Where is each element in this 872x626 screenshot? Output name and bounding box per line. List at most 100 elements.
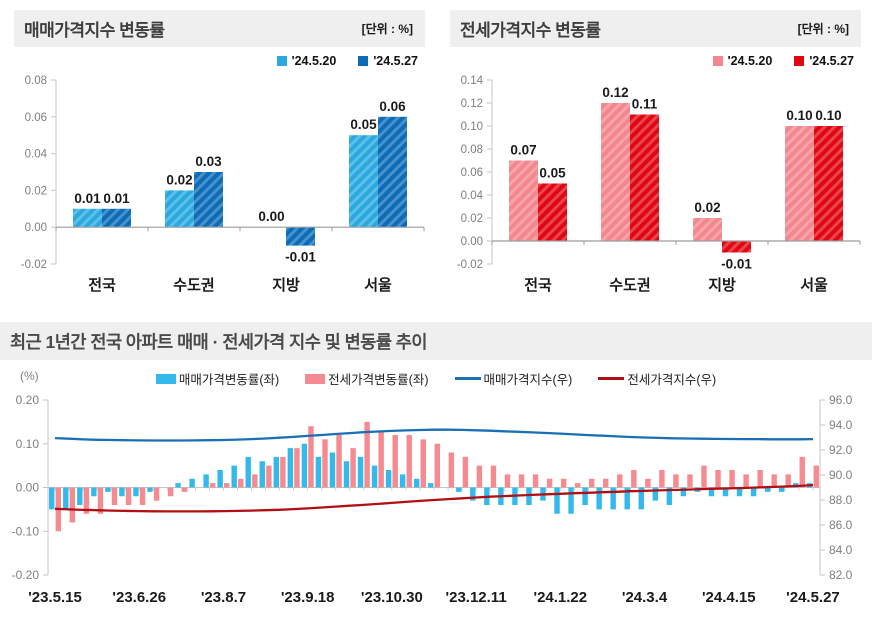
svg-text:0.01: 0.01 — [103, 191, 130, 206]
svg-text:88.0: 88.0 — [829, 493, 853, 507]
top-charts-row: 매매가격지수 변동률 [단위 : %] '24.5.20 '24.5.27 — [0, 0, 872, 308]
svg-text:'24.3.4: '24.3.4 — [622, 589, 668, 606]
jeonse-chart-legend: '24.5.20 '24.5.27 — [436, 54, 854, 68]
trend-chart-legend: 매매가격변동률(좌) 전세가격변동률(좌) 매매가격지수(우) 전세가격지수(우… — [0, 360, 872, 388]
svg-text:86.0: 86.0 — [829, 518, 853, 532]
svg-text:지방: 지방 — [272, 276, 300, 294]
jeonse-change-bar-chart: 0.14 0.12 0.10 0.08 0.06 0.04 0.02 0.00 -0.02 0.0… — [457, 75, 861, 294]
sales-price-panel: 매매가격지수 변동률 [단위 : %] '24.5.20 '24.5.27 — [0, 0, 436, 308]
sales-chart-legend: '24.5.20 '24.5.27 — [0, 54, 418, 68]
legend-item-jeonse-0527: '24.5.27 — [794, 54, 854, 68]
svg-text:0.00: 0.00 — [461, 236, 483, 248]
svg-text:0.01: 0.01 — [74, 191, 101, 206]
legend-item-jeonse-change: 전세가격변동률(좌) — [305, 369, 429, 388]
legend-label: '24.5.20 — [291, 54, 337, 68]
trend-chart-meta: (%) 매매가격변동률(좌) 전세가격변동률(좌) 매매가격지수(우) 전세가격… — [0, 360, 872, 388]
svg-text:90.0: 90.0 — [829, 468, 853, 482]
svg-text:0.06: 0.06 — [461, 167, 483, 179]
trend-section-title: 최근 1년간 전국 아파트 매매 · 전세가격 지수 및 변동률 추이 — [10, 331, 427, 352]
svg-text:전국: 전국 — [524, 277, 552, 294]
svg-text:0.02: 0.02 — [25, 185, 47, 197]
trend-section-header: 최근 1년간 전국 아파트 매매 · 전세가격 지수 및 변동률 추이 — [0, 322, 872, 360]
legend-item-sales-index: 매매가격지수(우) — [454, 369, 573, 388]
svg-text:0.10: 0.10 — [815, 108, 841, 123]
legend-swatch-jeonse-line — [598, 377, 625, 380]
svg-text:92.0: 92.0 — [829, 443, 853, 457]
svg-text:0.06: 0.06 — [379, 99, 406, 114]
svg-text:0.02: 0.02 — [694, 200, 720, 215]
svg-text:'24.1.22: '24.1.22 — [534, 589, 588, 606]
svg-text:'23.8.7: '23.8.7 — [201, 589, 246, 606]
svg-text:0.04: 0.04 — [25, 149, 48, 161]
svg-text:0.03: 0.03 — [195, 154, 222, 169]
sales-panel-title: 매매가격지수 변동률 — [24, 21, 165, 40]
svg-text:'24.4.15: '24.4.15 — [702, 589, 756, 606]
svg-text:0.00: 0.00 — [258, 209, 284, 224]
svg-text:0.20: 0.20 — [16, 393, 40, 407]
jeonse-price-panel: 전세가격지수 변동률 [단위 : %] '24.5.20 '24.5.27 — [436, 0, 872, 308]
jeonse-panel-unit-label: [단위 : %] — [797, 22, 849, 36]
legend-label: 전세가격변동률(좌) — [328, 373, 429, 387]
svg-text:서울: 서울 — [364, 277, 392, 294]
legend-label: 전세가격지수(우) — [627, 373, 717, 387]
svg-text:96.0: 96.0 — [829, 393, 853, 407]
svg-text:0.08: 0.08 — [461, 144, 483, 156]
svg-text:84.0: 84.0 — [829, 543, 853, 557]
legend-swatch-lightblue — [276, 56, 287, 66]
legend-item-sales-0520: '24.5.20 — [276, 54, 337, 68]
svg-text:'23.12.11: '23.12.11 — [446, 589, 507, 606]
legend-label: 매매가격변동률(좌) — [178, 373, 280, 387]
svg-text:-0.02: -0.02 — [21, 259, 47, 271]
svg-text:0.05: 0.05 — [350, 117, 377, 132]
svg-text:-0.01: -0.01 — [285, 250, 316, 265]
trend-combo-chart: 0.20 0.10 0.00 -0.10 -0.20 96.0 94.0 92.0 90.0 88… — [12, 393, 853, 606]
svg-text:수도권: 수도권 — [173, 276, 214, 294]
svg-text:-0.02: -0.02 — [457, 259, 483, 271]
legend-swatch-pink — [712, 56, 723, 66]
svg-text:'23.9.18: '23.9.18 — [281, 589, 335, 606]
svg-text:0.10: 0.10 — [16, 437, 40, 451]
legend-swatch-sales-line — [454, 377, 481, 380]
svg-text:-0.20: -0.20 — [12, 568, 40, 582]
left-axis-unit-label: (%) — [20, 369, 39, 383]
svg-text:0.12: 0.12 — [602, 85, 628, 100]
svg-text:서울: 서울 — [800, 277, 828, 294]
legend-swatch-darkblue — [358, 56, 369, 66]
svg-text:'23.10.30: '23.10.30 — [361, 589, 423, 606]
svg-text:0.12: 0.12 — [461, 98, 483, 110]
svg-text:0.00: 0.00 — [16, 481, 40, 495]
svg-text:82.0: 82.0 — [829, 568, 853, 582]
jeonse-panel-header: 전세가격지수 변동률 [단위 : %] — [450, 10, 861, 47]
jeonse-panel-title: 전세가격지수 변동률 — [460, 21, 601, 40]
svg-text:0.10: 0.10 — [461, 121, 483, 133]
svg-text:0.11: 0.11 — [632, 97, 658, 112]
svg-text:0.07: 0.07 — [510, 143, 536, 158]
svg-text:'23.6.26: '23.6.26 — [112, 589, 166, 606]
legend-swatch-jeonse-bar — [305, 373, 326, 384]
svg-text:전국: 전국 — [88, 277, 116, 294]
legend-swatch-sales-bar — [155, 373, 176, 384]
svg-text:수도권: 수도권 — [609, 276, 650, 294]
svg-text:0.08: 0.08 — [25, 75, 47, 87]
svg-text:0.04: 0.04 — [461, 190, 484, 202]
svg-text:'23.5.15: '23.5.15 — [28, 589, 82, 606]
svg-text:0.00: 0.00 — [25, 222, 47, 234]
legend-item-sales-change: 매매가격변동률(좌) — [155, 369, 280, 388]
svg-text:0.05: 0.05 — [539, 166, 566, 181]
svg-text:지방: 지방 — [708, 276, 736, 294]
sales-panel-header: 매매가격지수 변동률 [단위 : %] — [14, 10, 425, 47]
svg-text:94.0: 94.0 — [829, 418, 853, 432]
legend-label: 매매가격지수(우) — [483, 373, 573, 387]
legend-item-sales-0527: '24.5.27 — [358, 54, 418, 68]
svg-text:-0.01: -0.01 — [721, 257, 752, 272]
svg-text:0.14: 0.14 — [461, 75, 484, 87]
legend-label: '24.5.27 — [373, 54, 418, 68]
legend-swatch-red — [794, 56, 805, 66]
svg-text:0.02: 0.02 — [166, 172, 192, 187]
sales-panel-unit-label: [단위 : %] — [361, 22, 413, 36]
svg-text:'24.5.27: '24.5.27 — [786, 589, 840, 606]
legend-item-jeonse-0520: '24.5.20 — [712, 54, 772, 68]
svg-text:0.10: 0.10 — [786, 108, 812, 123]
svg-text:-0.10: -0.10 — [12, 524, 40, 538]
